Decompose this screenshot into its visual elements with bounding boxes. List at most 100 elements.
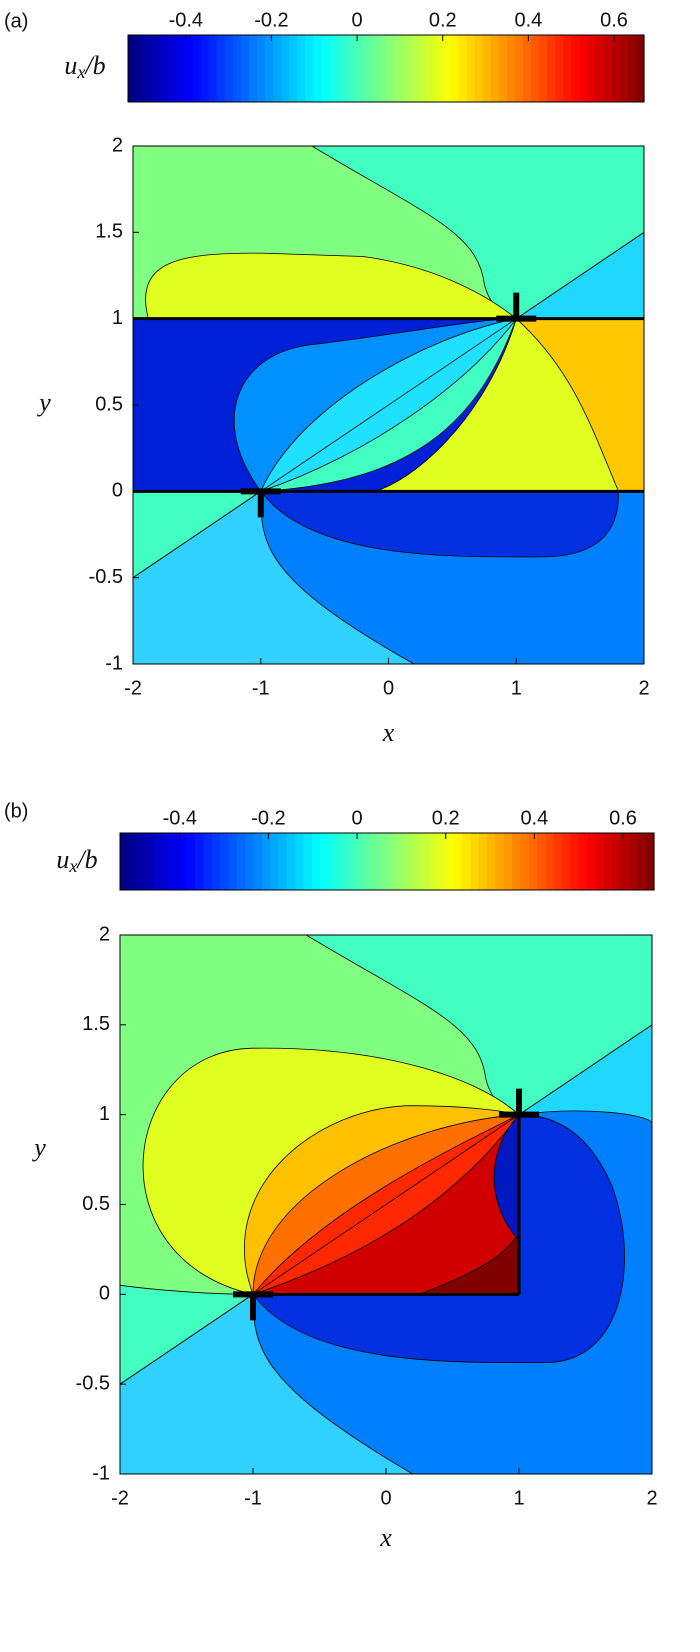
panel: (a) -0.4 -0.2 0 0.2 0.4 0.6ux/b-2 -1 0 1 2-1-0.500…	[4, 9, 650, 747]
x-tick-label: -2	[124, 677, 142, 699]
colorbar-step	[295, 833, 305, 890]
colorbar-step	[428, 833, 438, 890]
colorbar-step	[245, 833, 255, 890]
colorbar-tick-label: 0	[352, 807, 363, 829]
colorbar-step	[224, 35, 234, 102]
colorbar-tick-label: 0.2	[432, 807, 460, 829]
colorbar-step	[128, 833, 138, 890]
colorbar-step	[403, 833, 413, 890]
colorbar-frame	[127, 34, 645, 103]
colorbar-step	[453, 833, 463, 890]
colorbar-step	[462, 833, 472, 890]
colorbar-step	[176, 35, 186, 102]
colorbar-step	[628, 833, 638, 890]
colorbar-step	[361, 35, 371, 102]
contour-line	[120, 1024, 652, 1385]
colorbar-step	[426, 35, 435, 102]
y-tick-label: -1	[105, 652, 123, 674]
colorbar-step	[450, 35, 460, 102]
y-tick-label: 1	[112, 307, 123, 329]
colorbar-step	[410, 35, 419, 102]
colorbar-step	[412, 833, 421, 890]
colorbar-step	[523, 35, 532, 102]
colorbar-step	[195, 833, 205, 890]
colorbar-step	[620, 833, 630, 890]
colorbar-step	[136, 35, 145, 102]
panel-label: (a)	[4, 10, 28, 32]
colorbar-step	[200, 35, 210, 102]
colorbar-step	[627, 35, 637, 102]
colorbar-step	[570, 833, 580, 890]
colorbar-label: ux/b	[64, 51, 105, 82]
colorbar-tick-label: 0	[352, 9, 363, 31]
y-tick-label: 0.5	[82, 1193, 110, 1215]
colorbar-step	[248, 35, 258, 102]
colorbar-step	[203, 833, 213, 890]
x-tick-label: 1	[513, 1487, 524, 1509]
colorbar-step	[228, 833, 238, 890]
y-tick-label: -0.5	[89, 566, 123, 588]
colorbar-step	[470, 833, 480, 890]
colorbar-step	[289, 35, 298, 102]
colorbar-frame	[119, 832, 655, 891]
y-tick-label: 0	[112, 480, 123, 502]
y-tick-label: 0	[99, 1283, 110, 1305]
colorbar-step	[286, 833, 296, 890]
colorbar-step	[474, 35, 484, 102]
colorbar-step	[369, 35, 379, 102]
contour-line	[133, 232, 644, 578]
colorbar-step	[458, 35, 468, 102]
colorbar-step	[420, 833, 430, 890]
y-tick-label: 1.5	[95, 221, 123, 243]
colorbar-step	[495, 833, 505, 890]
colorbar-step	[528, 833, 538, 890]
y-tick-label: 0.5	[95, 393, 123, 415]
colorbar-tick-label: -0.4	[169, 9, 203, 31]
colorbar-step	[161, 833, 171, 890]
colorbar-step	[321, 35, 331, 102]
colorbar-step	[313, 35, 323, 102]
colorbar-step	[152, 35, 161, 102]
colorbar-step	[273, 35, 282, 102]
x-axis-label: x	[382, 718, 395, 747]
colorbar-step	[336, 833, 346, 890]
colorbar-step	[603, 35, 613, 102]
colorbar-step	[437, 833, 447, 890]
colorbar-step	[466, 35, 476, 102]
colorbar-step	[395, 833, 405, 890]
colorbar-step	[160, 35, 169, 102]
colorbar-step	[345, 35, 355, 102]
colorbar-step	[645, 833, 655, 890]
colorbar-step	[145, 833, 154, 890]
contour-region	[260, 490, 619, 558]
colorbar-step	[361, 833, 371, 890]
colorbar-step	[353, 833, 363, 890]
colorbar-step	[305, 35, 315, 102]
x-tick-label: -1	[244, 1487, 262, 1509]
x-tick-label: -1	[252, 677, 270, 699]
colorbar-step	[386, 35, 395, 102]
colorbar-step	[512, 833, 522, 890]
y-tick-label: 2	[99, 923, 110, 945]
colorbar-step	[611, 35, 621, 102]
colorbar-step	[553, 833, 563, 890]
plot-area	[120, 935, 652, 1474]
colorbar-tick-label: 0.6	[609, 807, 637, 829]
colorbar-step	[232, 35, 242, 102]
colorbar-step	[220, 833, 230, 890]
x-tick-label: -2	[111, 1487, 129, 1509]
colorbar-step	[270, 833, 280, 890]
colorbar-step	[328, 833, 338, 890]
colorbar-step	[303, 833, 313, 890]
colorbar-step	[520, 833, 530, 890]
colorbar-step	[353, 35, 363, 102]
colorbar-step	[531, 35, 540, 102]
colorbar-step	[240, 35, 250, 102]
colorbar-step	[257, 35, 266, 102]
colorbar-step	[515, 35, 524, 102]
x-tick-label: 2	[638, 677, 649, 699]
colorbar-step	[595, 35, 605, 102]
colorbar-step	[128, 35, 137, 102]
contour-region	[145, 252, 518, 320]
colorbar-step	[178, 833, 188, 890]
